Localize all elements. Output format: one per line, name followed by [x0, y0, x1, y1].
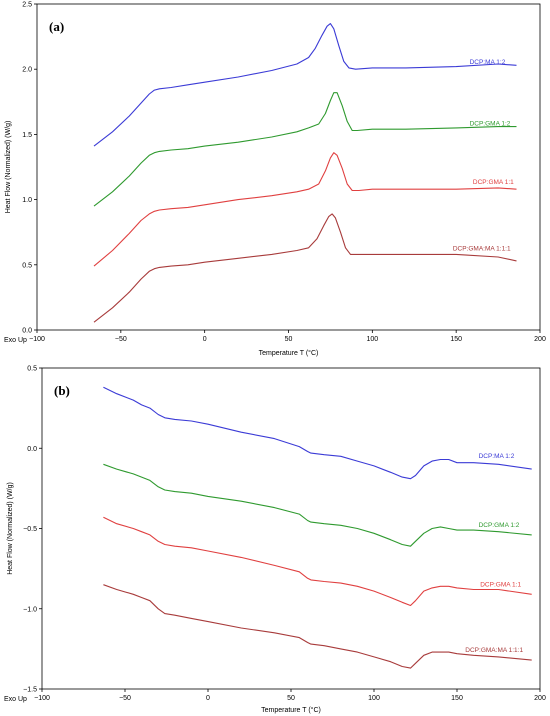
x-tick-label: 0 [206, 695, 210, 702]
series-line [93, 213, 517, 323]
y-tick-label: 0.5 [27, 366, 37, 373]
y-tick-label: 2.5 [22, 2, 32, 9]
y-tick-label: −0.5 [23, 526, 37, 533]
y-tick-label: 0.0 [27, 446, 37, 453]
chart-panel-a: −100 −50 0 50 100 150 200 0.0 0.5 1.0 1.5 2.0 2.5 Tem… [4, 2, 546, 358]
series-line [103, 386, 532, 480]
series-label: DCP:MA 1:2 [479, 453, 515, 460]
series-line [93, 92, 517, 207]
x-axis-title: Temperature T (°C) [261, 706, 321, 714]
y-axis-title: Heat Flow (Normalized) (W/g) [5, 121, 12, 214]
x-tick-label: 100 [366, 336, 378, 343]
x-tick-label: −100 [29, 336, 45, 343]
plot-frame [41, 367, 541, 690]
y-tick-label: 2.0 [22, 67, 32, 74]
exo-up-label: Exo Up [4, 337, 27, 344]
y-tick-label: −1.5 [23, 687, 37, 694]
x-tick-label: 150 [451, 695, 463, 702]
exo-up-label: Exo Up [4, 696, 27, 703]
y-tick-label: 0.5 [22, 262, 32, 269]
series-line [103, 463, 532, 547]
x-tick-label: 50 [285, 336, 293, 343]
y-tick-label: 1.0 [22, 197, 32, 204]
x-tick-label: 200 [534, 695, 546, 702]
series-line [103, 584, 532, 669]
panel-label: (b) [54, 383, 70, 398]
x-tick-label: 200 [534, 336, 546, 343]
y-axis-title: Heat Flow (Normalized) (W/g) [7, 482, 14, 575]
chart-panel-b: −100 −50 0 50 100 150 200 −1.5 −1.0 −0.5 0.0 0.5 Tem… [4, 366, 546, 715]
panel-label: (a) [49, 19, 64, 34]
series-label: DCP:GMA 1:2 [479, 522, 520, 529]
x-tick-label: 100 [368, 695, 380, 702]
series-label: DCP:GMA:MA 1:1:1 [453, 245, 511, 252]
y-tick-label: 0.0 [22, 328, 32, 335]
x-axis-title: Temperature T (°C) [259, 349, 319, 357]
series-label: DCP:GMA 1:1 [473, 179, 514, 186]
x-tick-label: −50 [115, 336, 127, 343]
series-label: DCP:GMA 1:1 [480, 581, 521, 588]
x-tick-label: 150 [450, 336, 462, 343]
x-tick-label: 50 [287, 695, 295, 702]
series-line [103, 516, 532, 607]
plot-frame [36, 3, 541, 331]
x-tick-label: −50 [119, 695, 131, 702]
series-label: DCP:GMA:MA 1:1:1 [465, 647, 523, 654]
y-tick-label: −1.0 [23, 606, 37, 613]
x-tick-label: 0 [203, 336, 207, 343]
x-tick-label: −100 [34, 695, 50, 702]
series-line [93, 152, 517, 267]
y-tick-label: 1.5 [22, 132, 32, 139]
series-line [93, 23, 517, 147]
series-label: DCP:MA 1:2 [470, 59, 506, 66]
series-label: DCP:GMA 1:2 [470, 120, 511, 127]
